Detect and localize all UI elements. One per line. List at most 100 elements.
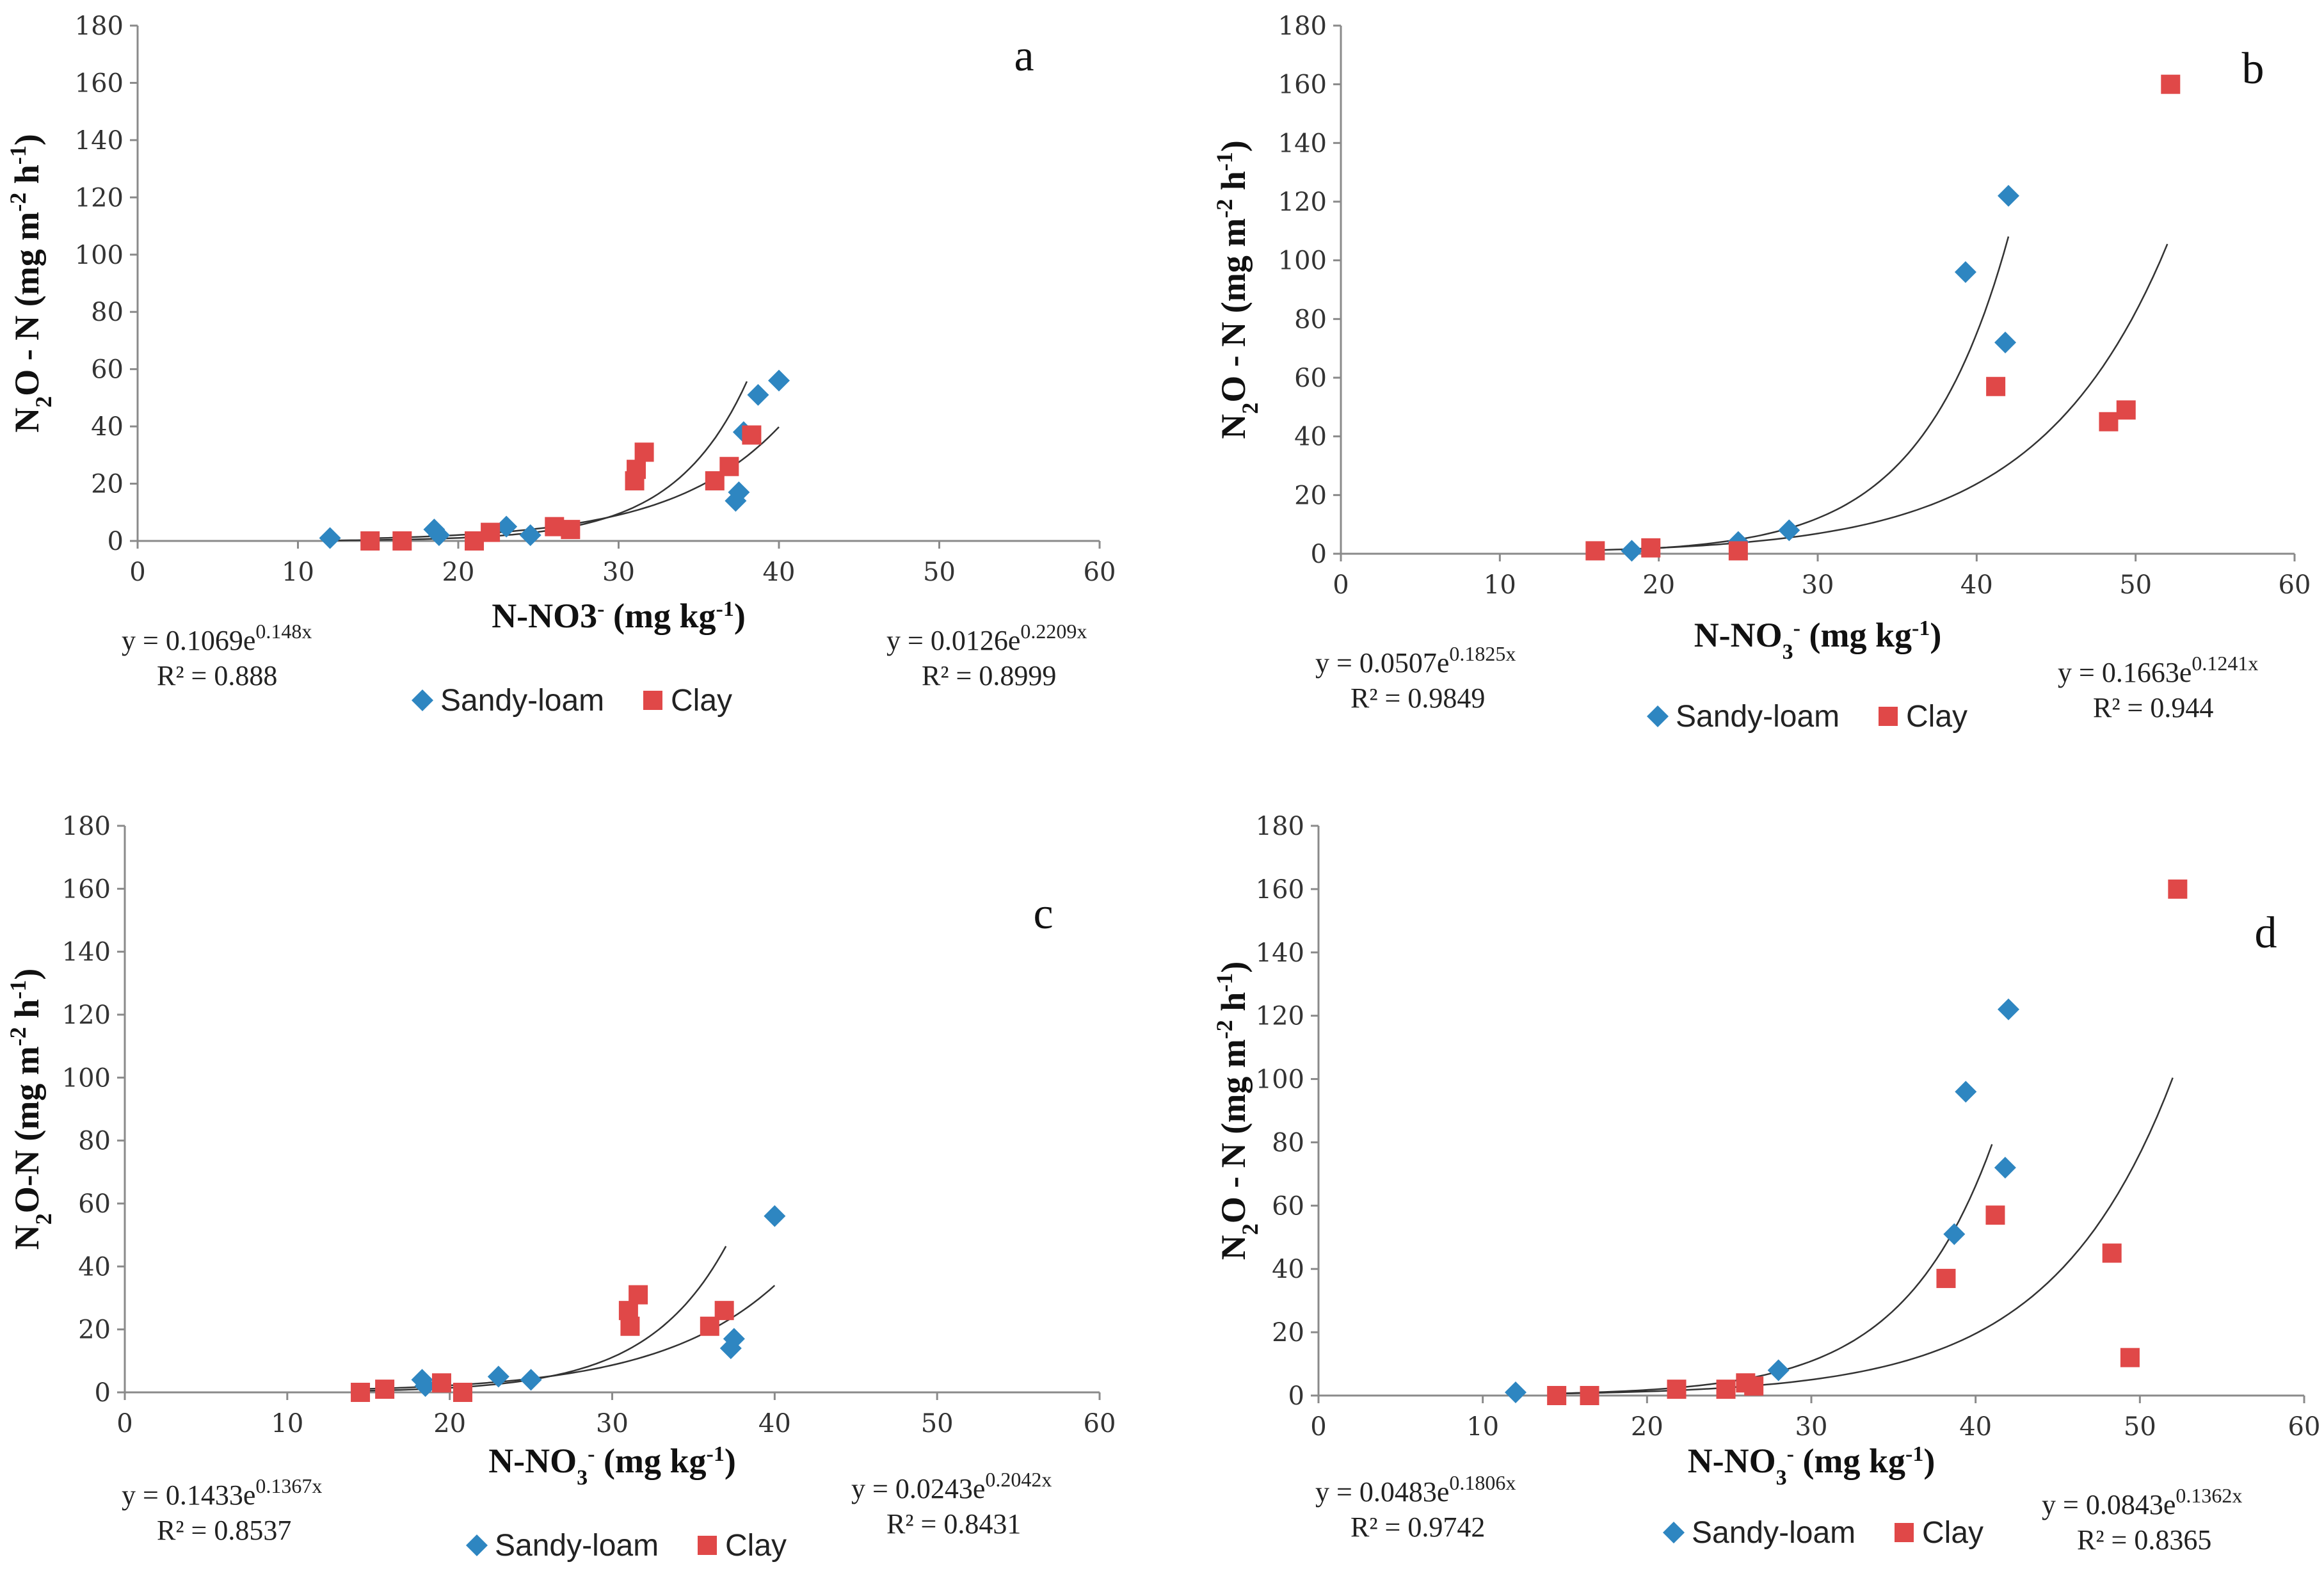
y-tick-label: 80 (91, 298, 124, 327)
panel-letter: a (1014, 31, 1034, 81)
y-tick-label: 120 (1278, 188, 1327, 217)
sandy-loam-point (1778, 519, 1800, 542)
legend-label: Clay (671, 684, 732, 718)
clay-point (1728, 541, 1748, 561)
x-axis-title: N-NO3- (mg kg-1) (492, 597, 746, 635)
fit-r-squared: R² = 0.9849 (1350, 682, 1485, 714)
sandy-loam-point (1998, 184, 2019, 207)
x-tick-label: 30 (1795, 1412, 1828, 1442)
y-tick-label: 80 (1294, 305, 1327, 334)
y-tick-label: 40 (1272, 1255, 1304, 1284)
x-tick-label: 10 (271, 1409, 303, 1438)
clay-point (561, 520, 581, 540)
y-tick-label: 0 (108, 527, 124, 556)
x-tick-label: 40 (758, 1409, 791, 1438)
sandy-loam-point (319, 527, 341, 549)
y-tick-label: 100 (1278, 246, 1327, 276)
panel-letter: c (1033, 889, 1053, 938)
x-tick-label: 50 (2119, 570, 2152, 600)
fit-equation: y = 0.1663e0.1241x (2058, 652, 2258, 688)
x-tick-label: 50 (923, 558, 956, 587)
legend-label: Clay (1922, 1516, 1983, 1550)
y-tick-label: 120 (62, 1001, 111, 1030)
x-tick-label: 0 (116, 1409, 132, 1438)
x-tick-label: 50 (921, 1409, 954, 1438)
x-tick-label: 20 (433, 1409, 466, 1438)
clay-point (1580, 1386, 1599, 1405)
sandy-loam-point (428, 524, 450, 547)
x-tick-label: 60 (1084, 1409, 1116, 1438)
y-tick-label: 80 (1272, 1128, 1304, 1157)
x-tick-label: 0 (1333, 570, 1349, 600)
y-tick-label: 140 (1256, 938, 1304, 968)
clay-point (465, 531, 485, 551)
legend-label: Sandy-loam (1692, 1516, 1855, 1550)
clay-point (719, 456, 739, 476)
fit-equation: y = 0.0507e0.1825x (1315, 642, 1516, 679)
sandy-loam-point (723, 1328, 745, 1350)
panel-d: 0 20 40 60 80 100 120 140 160 180 0 10 20 30 40 50 60 N-N… (1212, 812, 2320, 1556)
clay-point (392, 531, 412, 551)
x-tick-label: 50 (2124, 1412, 2156, 1442)
sandy-loam-point (519, 524, 541, 547)
sandy-loam-point (1994, 1157, 2016, 1179)
y-axis-title: N2O - N (mg m-2 h-1) (1212, 962, 1263, 1260)
y-tick-label: 0 (1311, 540, 1327, 569)
clay-point (1547, 1386, 1567, 1405)
y-tick-label: 180 (1278, 12, 1327, 41)
clay-point (1986, 376, 2006, 396)
clay-point (2161, 74, 2181, 94)
x-tick-label: 10 (282, 558, 314, 587)
clay-point (1641, 538, 1661, 558)
legend: Sandy-loam Clay (466, 1529, 787, 1563)
trendline-clay (352, 1285, 776, 1390)
sandy-loam-point (495, 515, 518, 538)
clay-point (481, 522, 501, 542)
y-tick-label: 160 (1278, 70, 1327, 100)
y-tick-label: 100 (75, 241, 124, 270)
clay-point (1985, 1205, 2005, 1225)
y-tick-label: 20 (1294, 481, 1327, 510)
fit-equation: y = 0.0126e0.2209x (886, 620, 1087, 656)
y-tick-label: 60 (1294, 364, 1327, 393)
y-tick-label: 100 (62, 1063, 111, 1093)
trendline-sandy-loam (330, 381, 748, 542)
legend: Sandy-loam Clay (1647, 700, 1967, 734)
legend-label: Sandy-loam (440, 684, 604, 718)
y-tick-label: 20 (1272, 1318, 1304, 1348)
legend-square-icon (643, 691, 662, 710)
clay-point (1585, 541, 1605, 561)
fit-equation: y = 0.0483e0.1806x (1315, 1471, 1516, 1508)
fit-r-squared: R² = 0.8431 (886, 1508, 1021, 1540)
x-tick-label: 60 (2279, 570, 2311, 600)
clay-point (431, 1373, 451, 1393)
y-tick-label: 80 (78, 1127, 111, 1156)
legend-diamond-icon (466, 1534, 488, 1556)
clay-point (351, 1383, 371, 1402)
panel-letter: b (2242, 44, 2264, 93)
y-tick-label: 60 (91, 355, 124, 385)
x-tick-label: 0 (1310, 1412, 1326, 1442)
y-tick-label: 160 (1256, 875, 1304, 905)
x-tick-label: 30 (1802, 570, 1834, 600)
x-axis-title: N-NO3- (mg kg-1) (488, 1442, 736, 1490)
y-tick-label: 160 (62, 874, 111, 904)
sandy-loam-point (1955, 1081, 1977, 1103)
legend-diamond-icon (1663, 1522, 1685, 1543)
clay-point (2102, 1243, 2122, 1263)
clay-point (1667, 1380, 1687, 1399)
legend-label: Clay (725, 1529, 787, 1563)
y-tick-label: 20 (78, 1316, 111, 1345)
y-tick-label: 0 (1288, 1381, 1304, 1411)
y-tick-label: 100 (1256, 1065, 1304, 1095)
sandy-loam-point (764, 1205, 786, 1227)
fit-equation: y = 0.1433e0.1367x (122, 1474, 322, 1511)
fit-r-squared: R² = 0.888 (157, 660, 277, 691)
fit-equation: y = 0.1069e0.148x (122, 620, 312, 656)
x-axis-title: N-NO3- (mg kg-1) (1688, 1442, 1935, 1490)
trendline-clay (1548, 1077, 2174, 1395)
trendline-sandy-loam (1626, 236, 2010, 551)
legend-diamond-icon (412, 689, 433, 711)
fit-r-squared: R² = 0.8999 (922, 660, 1056, 691)
y-tick-label: 60 (1272, 1191, 1304, 1221)
